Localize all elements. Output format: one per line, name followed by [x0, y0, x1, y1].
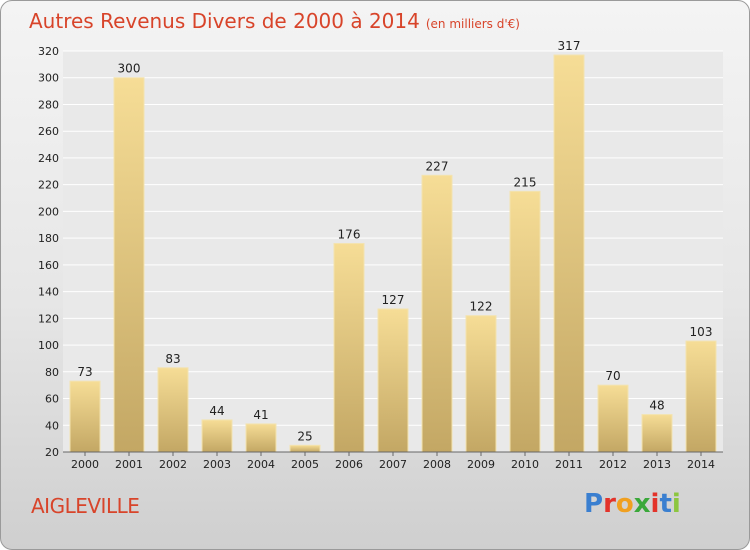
- logo-letter: i: [650, 489, 660, 519]
- y-tick-label: 300: [38, 72, 59, 85]
- bar: [509, 190, 541, 453]
- data-label: 44: [209, 404, 224, 418]
- y-tick-label: 140: [38, 286, 59, 299]
- y-tick-label: 240: [38, 152, 59, 165]
- data-label: 48: [649, 399, 664, 413]
- x-tick-label: 2002: [159, 458, 187, 471]
- bar: [377, 308, 409, 453]
- bar: [245, 423, 277, 453]
- x-axis: 2000 2001 2002 2003 2004 2005 2006 2007 2008 2009…: [63, 451, 723, 471]
- logo-letter: P: [584, 489, 604, 519]
- x-tick-label: 2005: [291, 458, 319, 471]
- bar: [157, 367, 189, 453]
- x-tick-label: 2000: [71, 458, 99, 471]
- x-tick-label: 2011: [555, 458, 583, 471]
- data-label: 73: [77, 365, 92, 379]
- data-label: 300: [118, 62, 141, 76]
- data-label: 70: [605, 369, 620, 383]
- data-label: 41: [253, 408, 268, 422]
- data-label: 227: [426, 159, 449, 173]
- data-label: 215: [514, 175, 537, 189]
- data-label: 103: [690, 325, 713, 339]
- y-tick-label: 200: [38, 205, 59, 218]
- bar: [465, 315, 497, 453]
- logo-letter: x: [633, 489, 651, 519]
- y-tick-label: 60: [45, 393, 59, 406]
- bar: [333, 242, 365, 453]
- chart-subtitle: (en milliers d'€): [425, 17, 520, 31]
- x-tick-label: 2006: [335, 458, 363, 471]
- y-tick-label: 180: [38, 232, 59, 245]
- y-tick-label: 220: [38, 179, 59, 192]
- y-axis: 20 40 60 80 100 120 140 160 180 200 220 240 260 280 30…: [38, 45, 59, 459]
- data-label: 176: [338, 227, 361, 241]
- data-label: 122: [470, 300, 493, 314]
- data-labels: 73 300 83 44 41 25 176 127 227 122 215 317 70 48 103: [77, 39, 712, 443]
- data-label: 317: [558, 39, 581, 53]
- bars: [69, 54, 717, 453]
- y-tick-label: 100: [38, 339, 59, 352]
- logo-letter: t: [659, 489, 672, 519]
- x-tick-label: 2014: [687, 458, 715, 471]
- x-tick-label: 2001: [115, 458, 143, 471]
- y-tick-label: 80: [45, 366, 59, 379]
- x-tick-label: 2008: [423, 458, 451, 471]
- data-label: 127: [382, 293, 405, 307]
- title-text: Autres Revenus Divers de 2000 à 2014: [29, 9, 420, 33]
- bar: [113, 77, 145, 453]
- bar: [597, 384, 629, 453]
- city-name: AIGLEVILLE: [31, 494, 140, 518]
- chart-title: Autres Revenus Divers de 2000 à 2014 (en …: [29, 9, 520, 33]
- x-tick-label: 2012: [599, 458, 627, 471]
- y-tick-label: 40: [45, 419, 59, 432]
- x-tick-label: 2013: [643, 458, 671, 471]
- y-tick-label: 260: [38, 125, 59, 138]
- x-tick-label: 2007: [379, 458, 407, 471]
- y-tick-label: 120: [38, 312, 59, 325]
- bar: [69, 380, 101, 453]
- bar: [641, 414, 673, 453]
- logo-letter: r: [603, 489, 616, 519]
- x-tick-label: 2003: [203, 458, 231, 471]
- data-label: 25: [297, 429, 312, 443]
- logo-letter: o: [615, 489, 634, 519]
- x-tick-label: 2010: [511, 458, 539, 471]
- bar: [553, 54, 585, 453]
- data-label: 83: [165, 352, 180, 366]
- y-tick-label: 160: [38, 259, 59, 272]
- y-tick-label: 20: [45, 446, 59, 459]
- y-tick-label: 280: [38, 98, 59, 111]
- x-tick-label: 2004: [247, 458, 275, 471]
- bar: [685, 340, 717, 453]
- x-tick-label: 2009: [467, 458, 495, 471]
- bar: [421, 174, 453, 453]
- bar: [201, 419, 233, 453]
- bar: [289, 444, 321, 453]
- proxiti-logo[interactable]: Proxiti: [584, 489, 681, 519]
- y-tick-label: 320: [38, 45, 59, 58]
- logo-letter: i: [671, 489, 681, 519]
